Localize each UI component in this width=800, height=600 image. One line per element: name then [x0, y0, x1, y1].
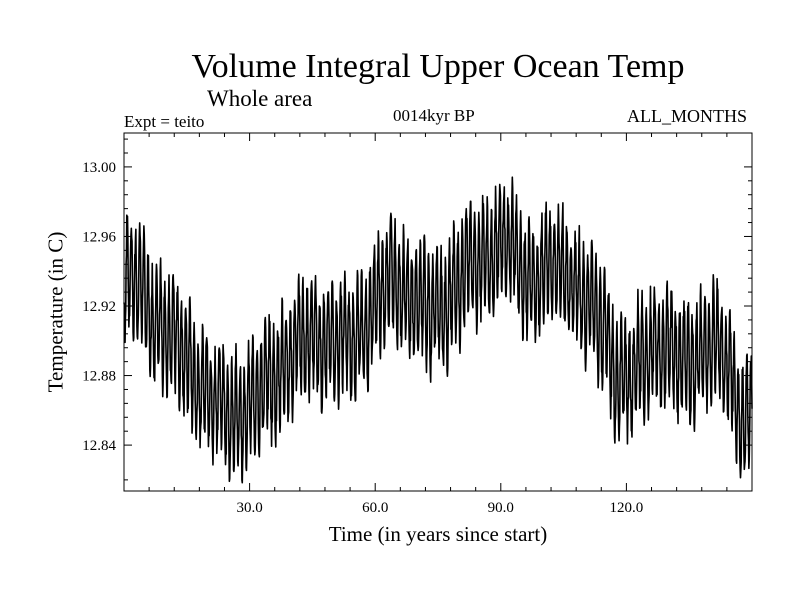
- y-tick-label: 13.00: [82, 160, 116, 176]
- x-tick-label: 60.0: [362, 500, 388, 516]
- y-tick-label: 12.92: [82, 299, 116, 315]
- chart-subtitle: Whole area: [207, 86, 313, 111]
- y-tick-label: 12.88: [82, 369, 116, 385]
- period-label: 0014kyr BP: [393, 106, 475, 125]
- chart-title: Volume Integral Upper Ocean Temp: [191, 48, 685, 85]
- y-tick-label: 12.96: [82, 229, 116, 245]
- y-axis-label: Temperature (in C): [43, 231, 68, 393]
- axis-ticks: 12.84 12.88 12.92 12.96 13.00 30.0 60.0 90.0 120…: [82, 133, 752, 516]
- x-axis-label: Time (in years since start): [328, 522, 548, 546]
- plot-frame: [123, 132, 753, 492]
- temperature-series-line: [123, 176, 753, 484]
- experiment-label: Expt = teito: [124, 112, 205, 131]
- months-label: ALL_MONTHS: [627, 106, 747, 126]
- x-tick-label: 90.0: [488, 500, 514, 516]
- x-tick-label: 120.0: [610, 500, 644, 516]
- series-layer: [123, 176, 753, 484]
- x-tick-label: 30.0: [236, 500, 262, 516]
- y-tick-label: 12.84: [82, 438, 116, 454]
